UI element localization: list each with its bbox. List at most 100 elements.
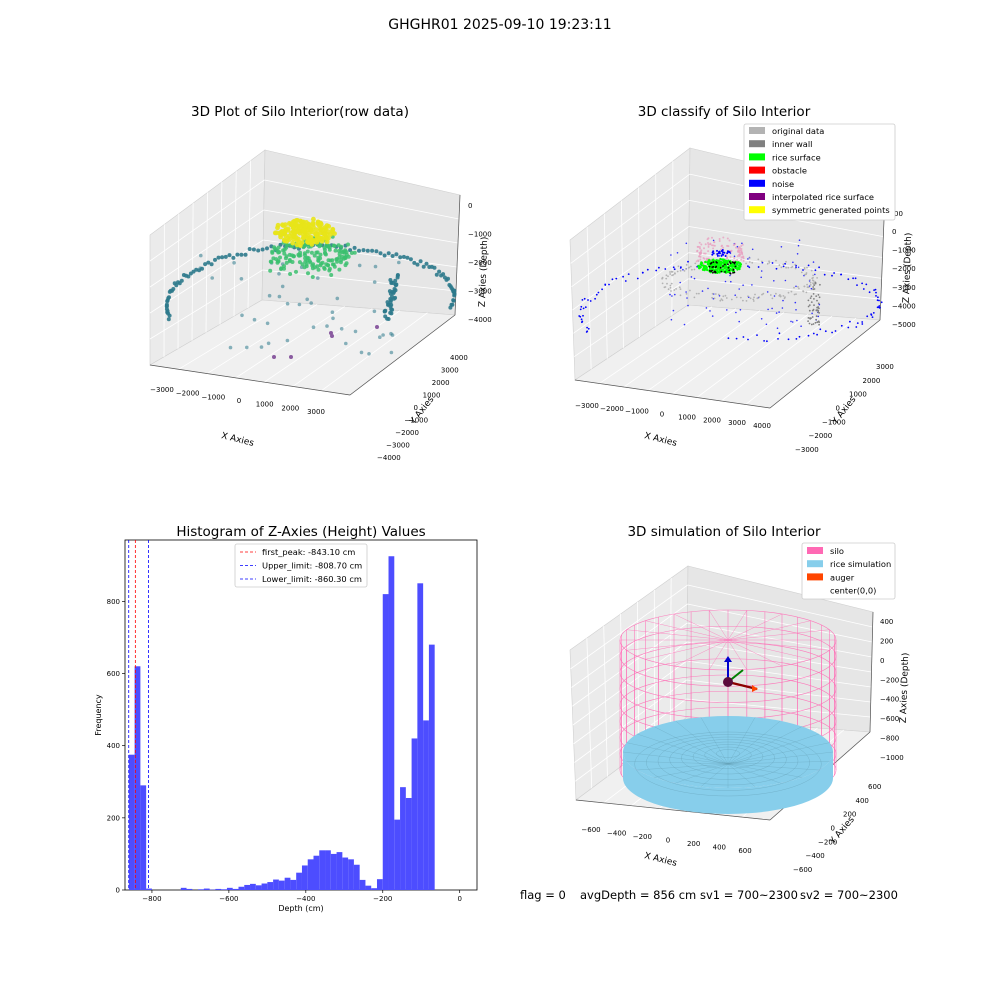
noise-point — [595, 293, 598, 296]
raw-point — [424, 261, 429, 266]
noise-point — [873, 289, 875, 291]
rice-mesh-line — [653, 763, 729, 778]
rice-mesh-line — [727, 763, 819, 771]
noise-point — [582, 314, 584, 317]
noise-point — [856, 322, 859, 324]
noise-point — [816, 333, 818, 336]
classify-x-tick-label: 2000 — [703, 416, 721, 424]
noise-point — [686, 297, 688, 299]
original-point — [677, 265, 680, 268]
original-point — [787, 266, 790, 269]
original-point — [811, 279, 814, 282]
noise-point — [735, 311, 737, 314]
classify-y-tick-label: 1000 — [849, 391, 867, 399]
inner-wall-point — [807, 320, 809, 322]
raw-point — [327, 266, 332, 271]
interpolated-point — [720, 248, 723, 251]
raw-point — [418, 259, 423, 264]
histogram-bar — [301, 865, 308, 890]
original-point — [719, 299, 722, 302]
raw-point — [397, 260, 401, 265]
raw-point — [307, 222, 312, 228]
raw-point — [343, 248, 348, 253]
rice-simulation-surface — [622, 716, 834, 814]
original-point — [690, 265, 692, 268]
rice-surface-point — [738, 267, 741, 271]
raw-point — [309, 301, 314, 305]
noise-point — [705, 307, 708, 309]
raw-point — [240, 313, 244, 318]
raw-point — [165, 310, 170, 315]
original-point — [794, 267, 797, 270]
grid-line — [574, 679, 687, 763]
raw-point — [251, 247, 256, 252]
noise-point — [671, 295, 673, 297]
rice-surface-point — [716, 263, 719, 266]
x-tick-label: −600 — [219, 895, 238, 903]
classify-x-tick-label: −2000 — [600, 405, 624, 413]
histogram-bar — [336, 852, 343, 890]
raw-y-tick-label: 2000 — [432, 379, 450, 387]
original-point — [778, 264, 781, 267]
noise-point — [687, 260, 689, 263]
noise-point — [802, 269, 804, 271]
raw-point — [320, 236, 326, 241]
interpolated-point — [718, 240, 721, 242]
silo-spoke — [645, 639, 729, 660]
raw-point — [305, 249, 310, 254]
raw-point — [337, 249, 341, 253]
y-tick-label: 800 — [107, 598, 120, 606]
rice-mesh-line — [700, 763, 729, 787]
interpolated-point — [738, 254, 741, 257]
raw-point — [319, 261, 324, 266]
rice-surface-point — [722, 270, 725, 273]
raw-point — [223, 254, 228, 259]
noise-point — [787, 338, 790, 341]
raw-point — [352, 250, 357, 255]
grid-line — [149, 269, 263, 340]
histogram-bar — [296, 872, 302, 890]
grid-line — [688, 252, 882, 279]
raw-point — [297, 260, 302, 265]
inner-wall-point — [807, 299, 810, 302]
noise-point — [855, 326, 858, 328]
noise-point — [847, 326, 850, 329]
rice-surface-point — [718, 271, 721, 274]
raw-3d-axes-box — [149, 149, 461, 396]
dark-point — [732, 268, 735, 271]
dark-point — [713, 270, 716, 273]
original-point — [775, 292, 777, 295]
dark-point — [733, 271, 736, 274]
classify-3d-legend: original data inner wall rice surface obsta… — [743, 123, 896, 221]
rice-surface-point — [715, 268, 718, 272]
raw-point — [227, 253, 232, 258]
noise-point — [701, 290, 704, 292]
noise-point — [878, 299, 880, 302]
original-point — [751, 261, 754, 264]
rice-surface-point — [719, 257, 722, 261]
raw-point — [359, 350, 364, 355]
interpolated-point — [740, 248, 743, 250]
noise-point — [580, 318, 583, 321]
legend-label: obstacle — [772, 166, 807, 176]
raw-point — [239, 252, 244, 257]
rice-surface-point — [717, 259, 721, 263]
sim-z-tick-label: −800 — [880, 735, 899, 743]
histogram-bar — [428, 644, 435, 890]
original-point — [721, 299, 724, 302]
noise-point — [795, 338, 798, 340]
noise-point — [780, 246, 783, 248]
legend-label: rice simulation — [830, 559, 891, 569]
original-point — [695, 292, 698, 295]
raw-point — [302, 251, 307, 256]
rice-surface-point — [725, 265, 728, 268]
inner-wall-point — [812, 286, 815, 288]
noise-point — [862, 288, 865, 290]
original-point — [713, 297, 716, 300]
noise-point — [807, 264, 810, 267]
interpolated-point — [698, 246, 701, 248]
rice-mesh-line — [727, 717, 756, 765]
raw-point — [278, 231, 284, 237]
original-point — [758, 296, 761, 299]
noise-point — [716, 249, 718, 252]
